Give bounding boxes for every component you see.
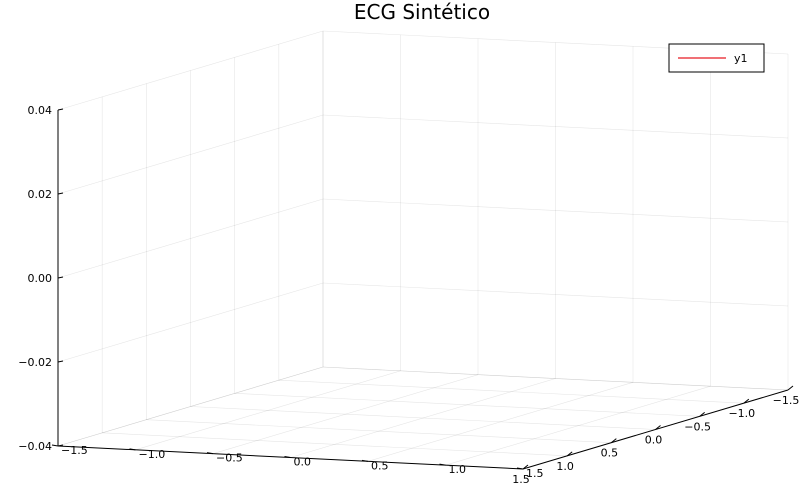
- x-tick-mark: [743, 398, 750, 404]
- floor-grid-line: [322, 366, 789, 391]
- x-tick-mark: [566, 451, 573, 457]
- wall-grid-line: [322, 198, 789, 223]
- x-tick-label: 0.5: [601, 447, 619, 460]
- floor-grid-line: [367, 382, 634, 462]
- wall-grid-line: [322, 366, 789, 391]
- x-axis-ticks: −1.5 −1.0 −0.5 0.0 0.5 1.0 1.5: [512, 385, 800, 486]
- floor-grid-line: [290, 378, 556, 458]
- wall-grid-line: [57, 30, 324, 111]
- wall-grid-line: [322, 114, 789, 139]
- x-tick-mark: [522, 464, 529, 470]
- x-tick-mark: [611, 438, 617, 444]
- y-axis-ticks: −1.5 −1.0 −0.5 0.0 0.5 1.0 1.5: [51, 444, 544, 480]
- z-tick-label: 0.00: [28, 272, 53, 285]
- y-tick-mark: [206, 452, 214, 455]
- wall-grid-line: [57, 114, 324, 195]
- floor-grid-line: [57, 366, 324, 447]
- x-tick-label: 0.0: [645, 434, 663, 447]
- legend: y1: [668, 43, 765, 73]
- z-tick-mark: [57, 360, 64, 363]
- z-tick-mark: [57, 192, 64, 195]
- legend-series-label: y1: [734, 52, 748, 65]
- z-tick-label: −0.04: [18, 440, 52, 453]
- x-tick-label: 1.5: [512, 473, 530, 486]
- x-tick-mark: [655, 425, 661, 430]
- floor-grid-line: [234, 393, 700, 417]
- floor-grid-line: [135, 370, 401, 451]
- y-tick-mark: [439, 463, 446, 466]
- floor-grid-line: [278, 379, 744, 404]
- y-tick-label: −0.5: [216, 452, 243, 465]
- y-tick-label: 1.5: [526, 467, 544, 480]
- x-tick-label: −1.0: [728, 407, 755, 420]
- z-tick-label: 0.04: [28, 104, 53, 117]
- y-tick-mark: [361, 459, 369, 462]
- z-tick-mark: [57, 444, 64, 447]
- z-tick-mark: [57, 276, 64, 279]
- wall-grid-line: [57, 198, 324, 279]
- y-tick-label: −1.5: [61, 444, 88, 457]
- chart-title: ECG Sintético: [354, 0, 490, 24]
- y-tick-mark: [129, 448, 136, 451]
- floor-grid-line: [445, 385, 711, 466]
- x-tick-mark: [699, 411, 705, 417]
- z-tick-label: −0.02: [18, 356, 52, 369]
- y-tick-label: 0.5: [371, 459, 389, 472]
- y-tick-mark: [51, 444, 59, 447]
- y-tick-label: −1.0: [139, 448, 166, 461]
- floor-grid-line: [212, 374, 479, 454]
- y-tick-mark: [284, 456, 291, 458]
- grid-lines: [57, 30, 789, 470]
- z-axis-ticks: −0.04 −0.02 0.00 0.02 0.04: [18, 104, 64, 453]
- x-tick-label: −1.5: [773, 394, 800, 407]
- x-tick-label: −0.5: [684, 420, 711, 433]
- wall-grid-line: [57, 366, 324, 447]
- floor-grid-line: [146, 419, 612, 443]
- z-tick-mark: [57, 108, 64, 111]
- y-tick-label: 1.0: [449, 463, 467, 476]
- wall-grid-line: [322, 282, 789, 307]
- y-tick-mark: [516, 467, 524, 470]
- y-tick-label: 0.0: [294, 456, 312, 469]
- x-tick-label: 1.0: [556, 460, 574, 473]
- x-tick-mark: [787, 385, 794, 391]
- z-tick-label: 0.02: [28, 188, 53, 201]
- floor-grid-line: [190, 406, 656, 430]
- wall-grid-line: [57, 282, 324, 363]
- floor-grid-line: [102, 432, 568, 457]
